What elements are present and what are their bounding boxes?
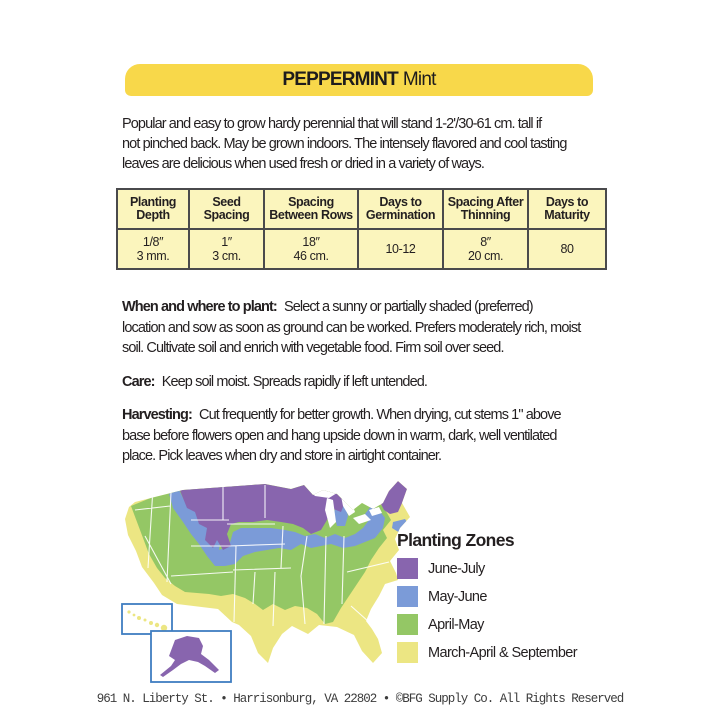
plant-name: Mint: [402, 69, 436, 90]
title-banner: PEPPERMINT Mint: [125, 64, 593, 96]
hawaii-inset: [121, 603, 173, 635]
zone-may-june-newengland: [392, 519, 409, 533]
column-header: Seed Spacing: [190, 190, 263, 230]
table-column: Spacing Between Rows 18″ 46 cm.: [263, 190, 357, 268]
column-value: 80: [560, 241, 574, 256]
legend-swatch-april-may: [397, 614, 418, 635]
column-header: Planting Depth: [118, 190, 188, 230]
table-column: Days to Maturity 80: [527, 190, 605, 268]
instructions: When and where to plant: Select a sunny …: [122, 297, 637, 480]
table-column: Days to Germination 10-12: [357, 190, 442, 268]
legend-item: June-July: [397, 558, 577, 579]
table-column: Seed Spacing 1″ 3 cm.: [188, 190, 263, 268]
us-map-graphic: [121, 481, 410, 683]
legend-item: April-May: [397, 614, 577, 635]
legend-swatch-may-june: [397, 586, 418, 607]
legend-swatch-june-july: [397, 558, 418, 579]
legend-title: Planting Zones: [397, 530, 515, 550]
lake-ontario: [369, 507, 382, 516]
legend-item: May-June: [397, 586, 577, 607]
description-text: Popular and easy to grow hardy perennial…: [122, 115, 567, 173]
variety-name: PEPPERMINT: [282, 69, 398, 90]
column-header: Spacing After Thinning: [444, 190, 527, 230]
column-header: Days to Germination: [359, 190, 442, 230]
planting-info-table: Planting Depth 1/8″ 3 mm. Seed Spacing 1…: [116, 188, 607, 270]
planting-zones-legend: Planting Zones June-July May-June April-…: [397, 530, 578, 670]
section-label: Care:: [122, 373, 155, 390]
section-label: When and where to plant:: [122, 299, 278, 315]
us-planting-zones-map: [115, 476, 415, 688]
column-value: 10-12: [385, 241, 416, 256]
alaska-inset: [150, 630, 232, 683]
when-where-section: When and where to plant: Select a sunny …: [122, 299, 581, 356]
lake-michigan: [325, 498, 336, 528]
footer-address: 961 N. Liberty St. • Harrisonburg, VA 22…: [96, 692, 625, 706]
zone-june-july-maine: [381, 481, 407, 514]
legend-item: March-April & September: [397, 642, 578, 663]
harvesting-section: Harvesting: Cut frequently for better gr…: [122, 407, 562, 464]
column-header: Days to Maturity: [529, 190, 605, 230]
care-section: Care: Keep soil moist. Spreads rapidly i…: [122, 373, 428, 390]
legend-swatch-march-april-september: [397, 642, 418, 663]
column-value: 8″ 20 cm.: [467, 234, 504, 264]
lake-erie: [353, 514, 371, 524]
state-borders: [134, 484, 390, 627]
zone-june-july: [179, 484, 345, 550]
alaska-shape: [160, 636, 219, 677]
column-value: 1/8″ 3 mm.: [136, 234, 170, 264]
column-header: Spacing Between Rows: [265, 190, 357, 230]
table-column: Spacing After Thinning 8″ 20 cm.: [442, 190, 527, 268]
column-value: 18″ 46 cm.: [293, 234, 329, 264]
section-label: Harvesting:: [122, 407, 193, 423]
table-column: Planting Depth 1/8″ 3 mm.: [118, 190, 188, 268]
column-value: 1″ 3 cm.: [212, 234, 241, 264]
